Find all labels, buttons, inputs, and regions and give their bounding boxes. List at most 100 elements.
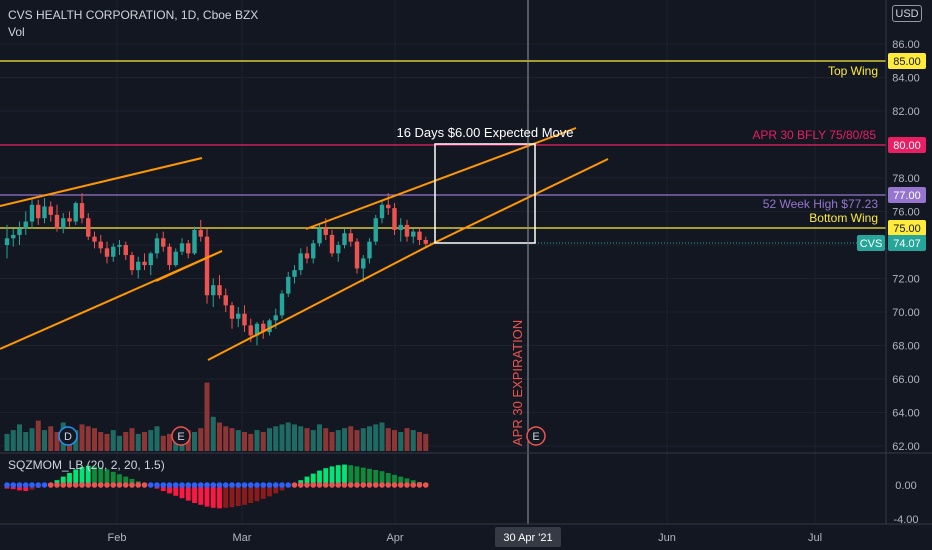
oscillator-label[interactable]: SQZMOM_LB (20, 2, 20, 1.5): [8, 458, 165, 472]
candle: [192, 226, 197, 256]
squeeze-dot: [229, 482, 235, 488]
candle: [311, 239, 316, 264]
badge-75: 75.00: [888, 220, 926, 236]
trendline-short: [155, 250, 223, 282]
symbol-title[interactable]: CVS HEALTH CORPORATION, 1D, Cboe BZX: [8, 8, 259, 22]
candle: [23, 211, 28, 235]
volume-bar: [360, 428, 366, 451]
time-axis[interactable]: Feb Mar Apr 30 Apr '21 Jun Jul: [108, 527, 823, 547]
volume-bar: [248, 433, 254, 451]
candle: [404, 219, 410, 242]
earnings-marker-label-2: E: [532, 431, 539, 443]
squeeze-dot: [185, 482, 192, 488]
candle: [317, 223, 322, 247]
event-marker-earnings-1[interactable]: E: [171, 426, 191, 446]
volume-bar: [104, 433, 110, 451]
candle: [123, 241, 128, 261]
squeeze-dot: [4, 482, 10, 488]
candle: [279, 290, 285, 319]
squeeze-dot: [235, 482, 242, 488]
momentum-bar: [235, 485, 241, 506]
event-marker-earnings-2[interactable]: E: [526, 426, 546, 446]
volume-bar: [423, 433, 429, 451]
candle: [42, 198, 47, 224]
squeeze-dot: [347, 482, 354, 488]
candle: [329, 229, 335, 257]
event-marker-dividend[interactable]: D: [58, 426, 78, 446]
volume-bar: [229, 428, 235, 451]
price-axis[interactable]: 86.0084.0082.0080.0078.0076.0074.0072.00…: [892, 39, 920, 453]
candle: [67, 211, 72, 227]
squeeze-dot: [72, 482, 79, 488]
squeeze-dot: [97, 482, 104, 488]
candle: [86, 213, 91, 240]
candle: [36, 199, 41, 225]
squeeze-dot: [341, 482, 348, 488]
squeeze-dot: [241, 482, 248, 488]
momentum-bar: [204, 485, 210, 507]
momentum-bar: [242, 485, 247, 505]
momentum-bar: [179, 485, 185, 499]
bottom-wing-label: Bottom Wing: [809, 211, 878, 225]
time-tick-label: Mar: [233, 532, 252, 544]
momentum-bar: [79, 467, 85, 485]
candle: [54, 204, 60, 232]
volume-bar: [92, 428, 97, 451]
candle: [154, 233, 160, 259]
squeeze-dot: [322, 482, 329, 488]
candle: [411, 228, 416, 244]
squeeze-dot: [110, 482, 117, 488]
bfly-label: APR 30 BFLY 75/80/85: [752, 128, 876, 142]
candle: [111, 243, 116, 262]
candle: [73, 201, 78, 225]
price-tick-label: 66.00: [892, 374, 920, 386]
squeeze-dot: [279, 482, 285, 488]
candle: [292, 265, 297, 284]
badge-80: 80.00: [888, 137, 926, 153]
volume-label[interactable]: Vol: [8, 25, 25, 39]
volume-bar: [198, 428, 204, 451]
trendline-lower-projection: [435, 158, 609, 243]
candle: [117, 239, 122, 256]
squeeze-dot: [22, 482, 29, 488]
momentum-bar: [342, 464, 347, 485]
squeeze-dot: [216, 482, 223, 488]
momentum-bar: [310, 473, 316, 485]
volume-bar: [354, 430, 360, 451]
price-tick-label: 62.00: [892, 441, 920, 453]
price-tick-label: 70.00: [892, 307, 920, 319]
volume-bar: [342, 428, 347, 451]
squeeze-dot: [329, 482, 335, 488]
volume-bar: [4, 433, 10, 451]
volume-bar: [298, 426, 304, 451]
volume-bar: [367, 426, 372, 451]
volume-bar: [379, 422, 385, 451]
squeeze-dot: [416, 482, 423, 488]
momentum-bar: [210, 485, 216, 508]
momentum-bar: [273, 485, 279, 494]
squeeze-dot: [247, 482, 254, 488]
badge-77: 77.00: [888, 187, 926, 203]
momentum-bar: [367, 468, 372, 485]
momentum-bar: [117, 474, 122, 485]
volume-bar: [285, 422, 291, 451]
cvs-price-tag: 74.07: [893, 238, 921, 250]
candle: [261, 320, 266, 339]
squeeze-dot: [29, 482, 35, 488]
candle: [61, 213, 66, 234]
candle: [242, 305, 247, 333]
volume-bar: [167, 433, 172, 451]
currency-button[interactable]: USD: [892, 5, 922, 22]
squeeze-dot: [79, 482, 85, 488]
badge-85: 85.00: [888, 53, 926, 69]
squeeze-dot: [404, 482, 410, 488]
momentum-bar: [392, 474, 397, 485]
squeeze-dot: [391, 482, 398, 488]
volume-bar: [398, 432, 404, 451]
squeeze-dot: [310, 482, 317, 488]
momentum-bar: [335, 465, 341, 485]
volume-bar: [210, 416, 216, 451]
momentum-bar: [23, 485, 29, 491]
last-price-badge: CVS 74.07: [857, 235, 926, 251]
